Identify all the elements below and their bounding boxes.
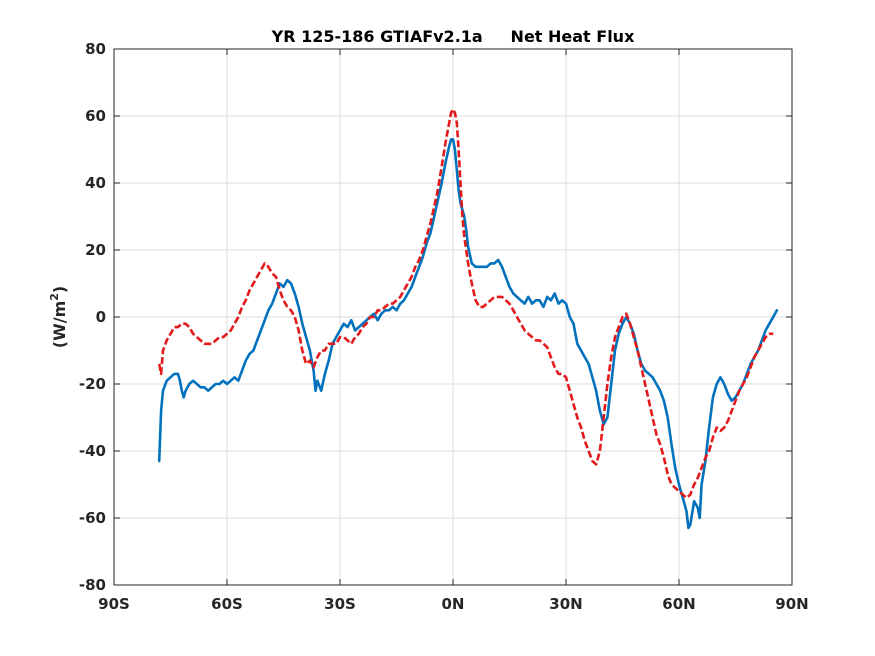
x-tick-label: 30N: [549, 595, 582, 613]
y-tick-labels: 80 60 40 20 0 -20 -40 -60 -80: [79, 40, 106, 594]
y-tick-label: 40: [85, 174, 106, 192]
x-tick-label: 30S: [324, 595, 356, 613]
chart-title: YR 125-186 GTIAFv2.1a Net Heat Flux: [271, 27, 635, 46]
y-tick-label: 60: [85, 107, 106, 125]
y-tick-label: 0: [96, 308, 106, 326]
y-tick-label: -40: [79, 442, 106, 460]
y-tick-label: -80: [79, 576, 106, 594]
y-tick-label: -20: [79, 375, 106, 393]
y-tick-label: 80: [85, 40, 106, 58]
y-tick-label: -60: [79, 509, 106, 527]
x-tick-label: 60S: [211, 595, 243, 613]
x-tick-label: 60N: [662, 595, 695, 613]
y-tick-label: 20: [85, 241, 106, 259]
x-tick-label: 0N: [442, 595, 465, 613]
tick-marks: [113, 48, 793, 586]
series-line-2: [157, 108, 774, 500]
x-tick-labels: 90S 60S 30S 0N 30N 60N 90N: [98, 595, 809, 613]
series-layer: [157, 108, 779, 530]
y-axis-label: (W/m2): [48, 286, 69, 348]
x-tick-label: 90S: [98, 595, 130, 613]
x-tick-label: 90N: [775, 595, 808, 613]
